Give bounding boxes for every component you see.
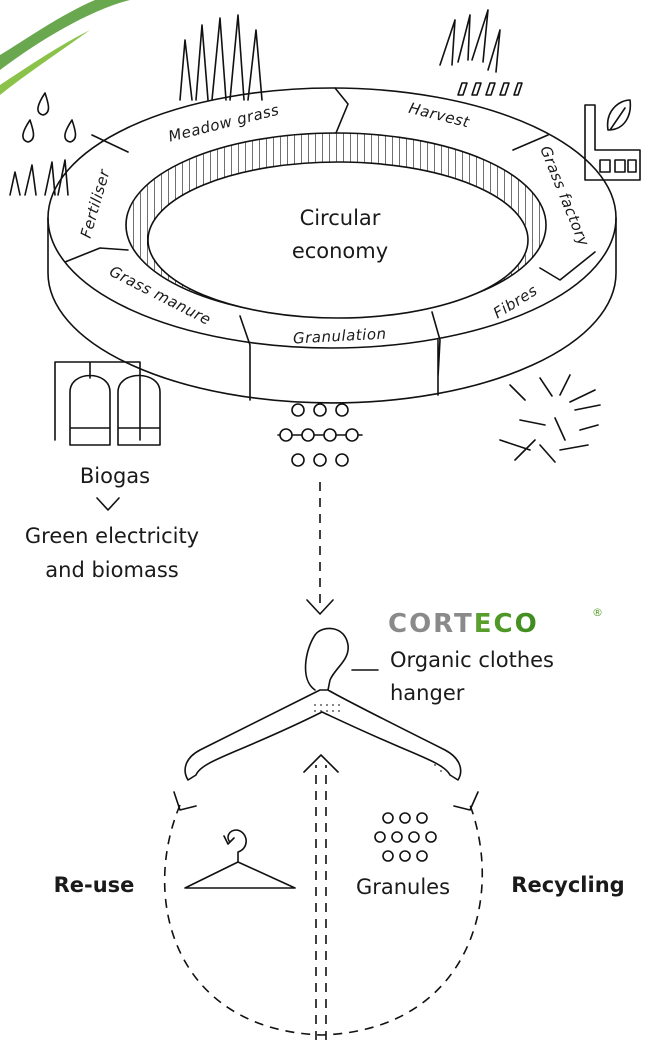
reuse-label: Re-use bbox=[54, 873, 135, 897]
product-label: hanger bbox=[390, 681, 465, 705]
biogas-result: Green electricity bbox=[25, 524, 199, 548]
small-hanger bbox=[185, 830, 295, 888]
brand-logo: CORTECO bbox=[388, 609, 539, 639]
diagram: Meadow grass Harvest Grass factory Fibre… bbox=[0, 0, 653, 1040]
leaf bbox=[0, 0, 130, 70]
center-label: economy bbox=[292, 239, 388, 263]
biogas-result: and biomass bbox=[45, 558, 178, 582]
arrow-head bbox=[304, 755, 338, 772]
granules-icon bbox=[375, 813, 436, 861]
product-label: Organic clothes bbox=[390, 648, 554, 672]
segment-label: Fertiliser bbox=[77, 167, 114, 240]
segment-label: Fibres bbox=[490, 281, 541, 322]
recycling-label: Recycling bbox=[511, 873, 624, 897]
granules-label: Granules bbox=[356, 875, 450, 899]
segment-label: Harvest bbox=[407, 99, 472, 132]
arrow bbox=[316, 765, 326, 1040]
leaf bbox=[0, 30, 90, 95]
segment-label: Granulation bbox=[293, 325, 387, 348]
biogas-label: Biogas bbox=[80, 464, 150, 488]
center-label: Circular bbox=[300, 206, 381, 230]
brand-registered: ® bbox=[592, 606, 603, 619]
